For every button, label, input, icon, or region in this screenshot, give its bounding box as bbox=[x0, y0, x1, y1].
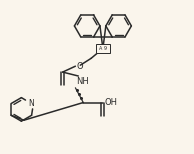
Text: N: N bbox=[28, 99, 34, 108]
Bar bbox=[96, 44, 110, 53]
Text: NH: NH bbox=[76, 77, 89, 86]
Text: OH: OH bbox=[105, 98, 118, 107]
Text: O: O bbox=[76, 62, 83, 71]
Text: 9: 9 bbox=[103, 46, 106, 51]
Text: A: A bbox=[99, 46, 103, 51]
